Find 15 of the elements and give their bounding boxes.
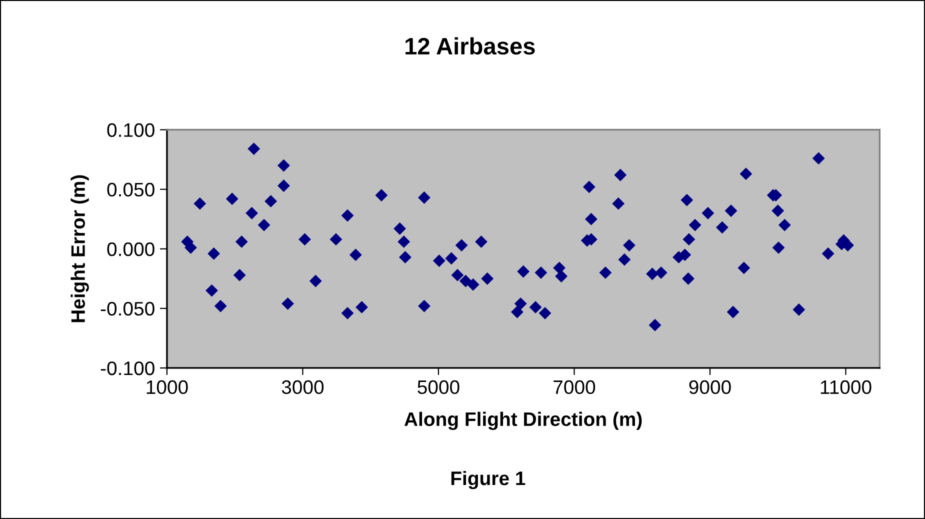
x-tick-label: 7000 bbox=[554, 380, 596, 394]
y-tick-label: 0.050 bbox=[107, 182, 154, 197]
x-tick-label: 5000 bbox=[418, 380, 460, 394]
y-tick-label: -0.100 bbox=[100, 361, 154, 376]
chart-title: 12 Airbases bbox=[406, 37, 535, 55]
x-tick-label: 3000 bbox=[282, 380, 324, 394]
y-tick-label: 0.100 bbox=[107, 123, 154, 137]
x-tick-label: 9000 bbox=[689, 380, 731, 394]
y-tick-label: 0.000 bbox=[107, 242, 154, 256]
x-tick-label: 1000 bbox=[146, 380, 188, 394]
x-tick-label: 11000 bbox=[820, 380, 872, 394]
x-axis-title: Along Flight Direction (m) bbox=[404, 412, 642, 430]
y-tick-label: -0.050 bbox=[100, 302, 154, 316]
y-axis-title: Height Error (m) bbox=[70, 175, 89, 322]
caption: Figure 1 bbox=[451, 470, 526, 490]
